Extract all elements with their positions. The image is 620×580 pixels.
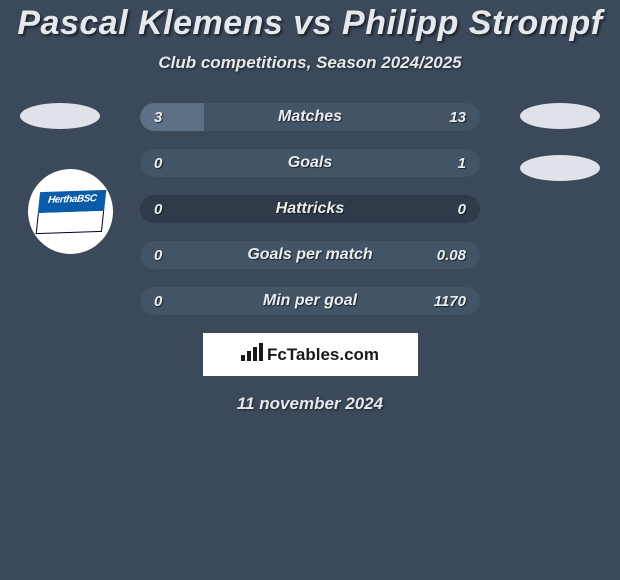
bars-icon: [241, 343, 263, 366]
stat-row: 0Goals per match0.08: [140, 241, 480, 269]
stat-rows: 3Matches13 0Goals1 0Hattricks0 0Goals per m…: [140, 103, 480, 315]
player-left-badge: [20, 103, 100, 129]
stat-label: Min per goal: [140, 292, 480, 310]
stat-row: 0Goals1: [140, 149, 480, 177]
stat-row: 0Min per goal1170: [140, 287, 480, 315]
stat-label: Hattricks: [140, 200, 480, 218]
hertha-flag-icon: HerthaBSC: [35, 189, 106, 233]
stat-label: Goals per match: [140, 246, 480, 264]
branding-box: FcTables.com: [203, 333, 418, 376]
comparison-chart: HerthaBSC 3Matches13 0Goals1 0Hattricks0 0G…: [0, 103, 620, 315]
club-logo-left: HerthaBSC: [28, 169, 113, 254]
stat-label: Goals: [140, 154, 480, 172]
stat-row: 0Hattricks0: [140, 195, 480, 223]
page-title: Pascal Klemens vs Philipp Strompf: [0, 4, 620, 43]
player-right-badge: [520, 103, 600, 129]
stat-label: Matches: [140, 108, 480, 126]
branding-text: FcTables.com: [267, 345, 379, 365]
stat-row: 3Matches13: [140, 103, 480, 131]
page-subtitle: Club competitions, Season 2024/2025: [0, 53, 620, 73]
player-right-badge-2: [520, 155, 600, 181]
date-text: 11 november 2024: [0, 394, 620, 414]
